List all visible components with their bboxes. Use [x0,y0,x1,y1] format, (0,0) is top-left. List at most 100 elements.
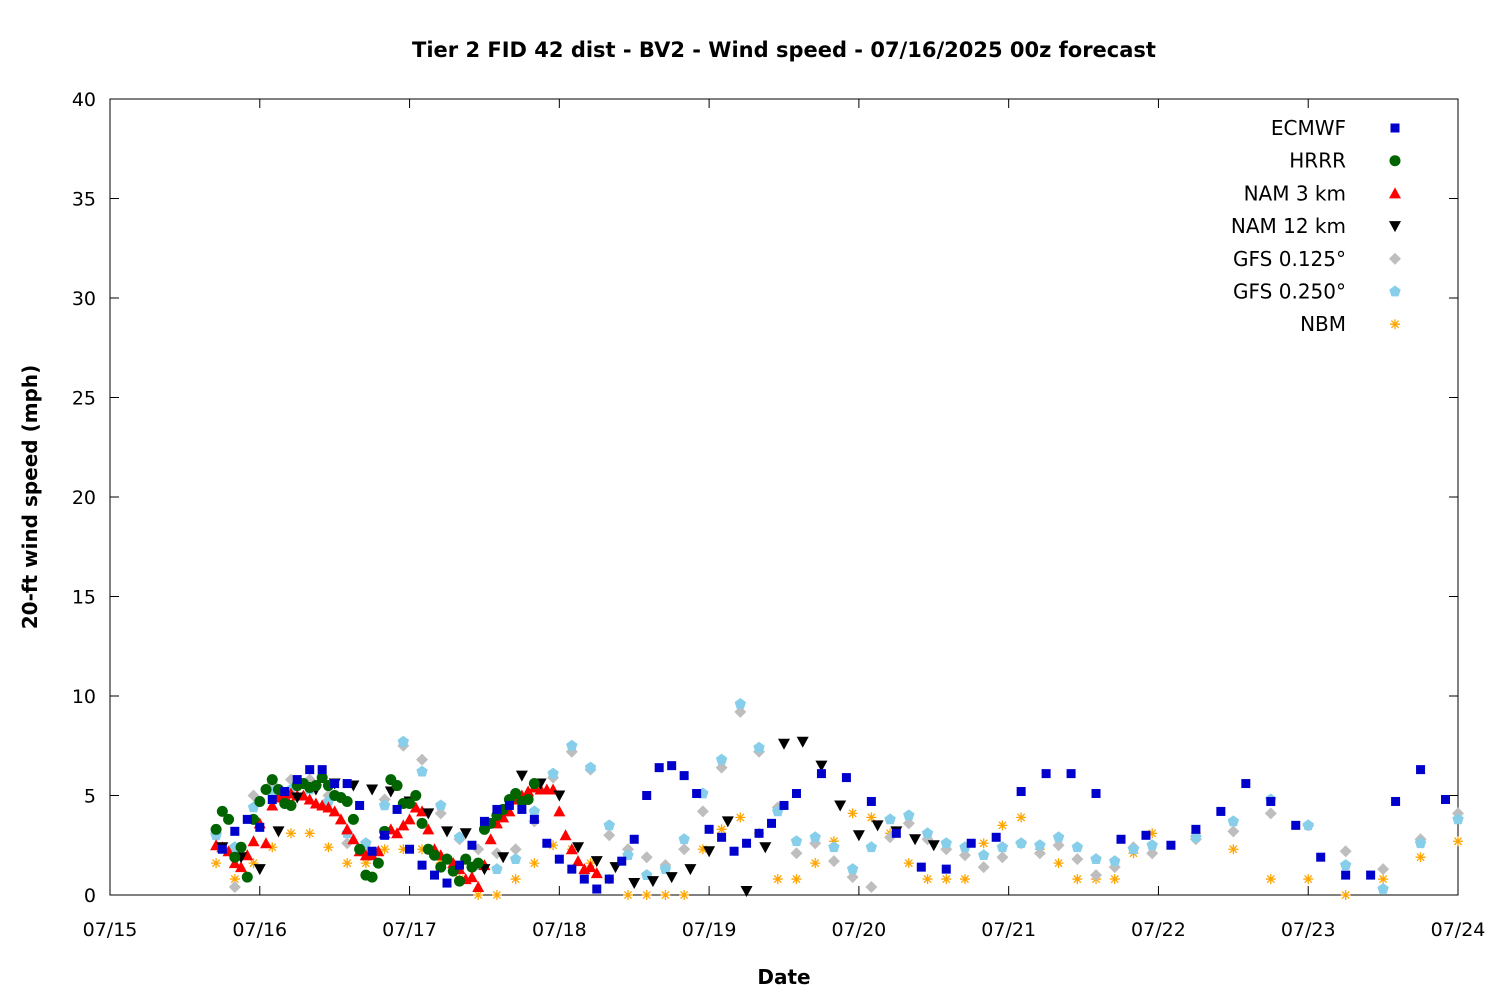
data-point [547,767,559,779]
data-point [334,813,347,825]
x-tick-label: 07/16 [232,919,287,941]
data-point [341,823,354,835]
data-point [392,804,402,814]
data-point [1339,845,1352,858]
data-points [210,697,1464,900]
data-point [266,799,279,811]
data-point [528,778,540,790]
data-point [1041,769,1051,779]
chart-title: Tier 2 FID 42 dist - BV2 - Wind speed - … [412,38,1156,62]
data-point [966,838,976,848]
data-point [1071,853,1084,866]
data-point [360,858,371,869]
data-point [1339,859,1352,870]
data-point [291,792,304,804]
data-point [866,796,876,806]
data-point [846,863,859,874]
data-point [441,826,453,838]
data-point [592,884,602,894]
data-point [235,861,248,873]
data-point [1265,874,1276,885]
data-point [884,813,896,825]
data-point [996,851,1009,864]
data-point [366,784,379,796]
data-point [1377,883,1389,894]
data-point [866,812,877,823]
data-point [441,853,453,865]
data-point [304,828,315,839]
data-point [267,794,277,804]
data-point [434,807,447,820]
data-point [978,849,990,861]
data-point [422,808,435,820]
data-point [903,858,914,869]
data-point [1316,852,1326,862]
data-point [548,840,559,851]
data-point [404,797,416,809]
data-point [417,844,428,855]
data-point [210,823,222,835]
y-tick-label: 40 [72,89,96,111]
data-point [1052,831,1065,843]
data-point [996,841,1009,853]
data-point [1377,863,1390,876]
data-point [316,772,328,784]
y-tick-label: 35 [72,189,96,211]
x-tick-label: 07/22 [1131,919,1186,941]
data-point [642,791,652,800]
data-point [403,813,416,825]
data-point [940,837,952,849]
data-point [465,871,478,883]
data-point [958,849,971,862]
data-point [871,820,884,832]
data-point [416,753,429,766]
data-point [603,819,615,831]
data-point [628,878,641,890]
data-point [735,812,746,823]
data-point [1190,831,1202,843]
data-point [590,867,603,879]
data-point [317,765,327,775]
data-point [941,874,952,885]
data-point [1414,837,1427,849]
legend-label: NAM 12 km [1231,214,1346,238]
data-point [1053,858,1064,869]
data-point [435,861,447,873]
data-point [347,833,360,845]
data-point [522,785,535,797]
data-point [497,852,510,864]
data-point [903,809,915,821]
data-point [834,800,847,812]
series-ecmwf [217,761,1451,894]
data-point [554,854,564,864]
data-point [679,890,690,900]
data-point [272,826,285,838]
data-point [253,864,266,876]
data-point [1146,839,1158,851]
data-point [678,843,691,856]
data-point [330,779,340,789]
data-point [678,833,690,845]
data-point [260,784,272,796]
legend: ECMWF HRRR NAM 3 km NAM 12 km GFS 0.125° GFS … [1231,116,1401,336]
data-point [847,808,858,819]
data-point [767,818,777,828]
data-point [778,738,790,750]
data-point [1378,874,1389,885]
data-point [510,874,521,885]
data-point [816,769,826,779]
data-point [891,828,901,838]
data-point [323,842,334,853]
data-point [790,835,803,847]
data-point [646,876,659,888]
data-point [453,831,466,843]
data-point [391,780,403,792]
data-point [1228,844,1239,855]
data-point [734,705,747,718]
data-point [292,775,302,785]
data-point [1016,812,1027,823]
data-point [654,763,664,773]
data-point [1191,824,1201,834]
data-point [696,805,709,818]
